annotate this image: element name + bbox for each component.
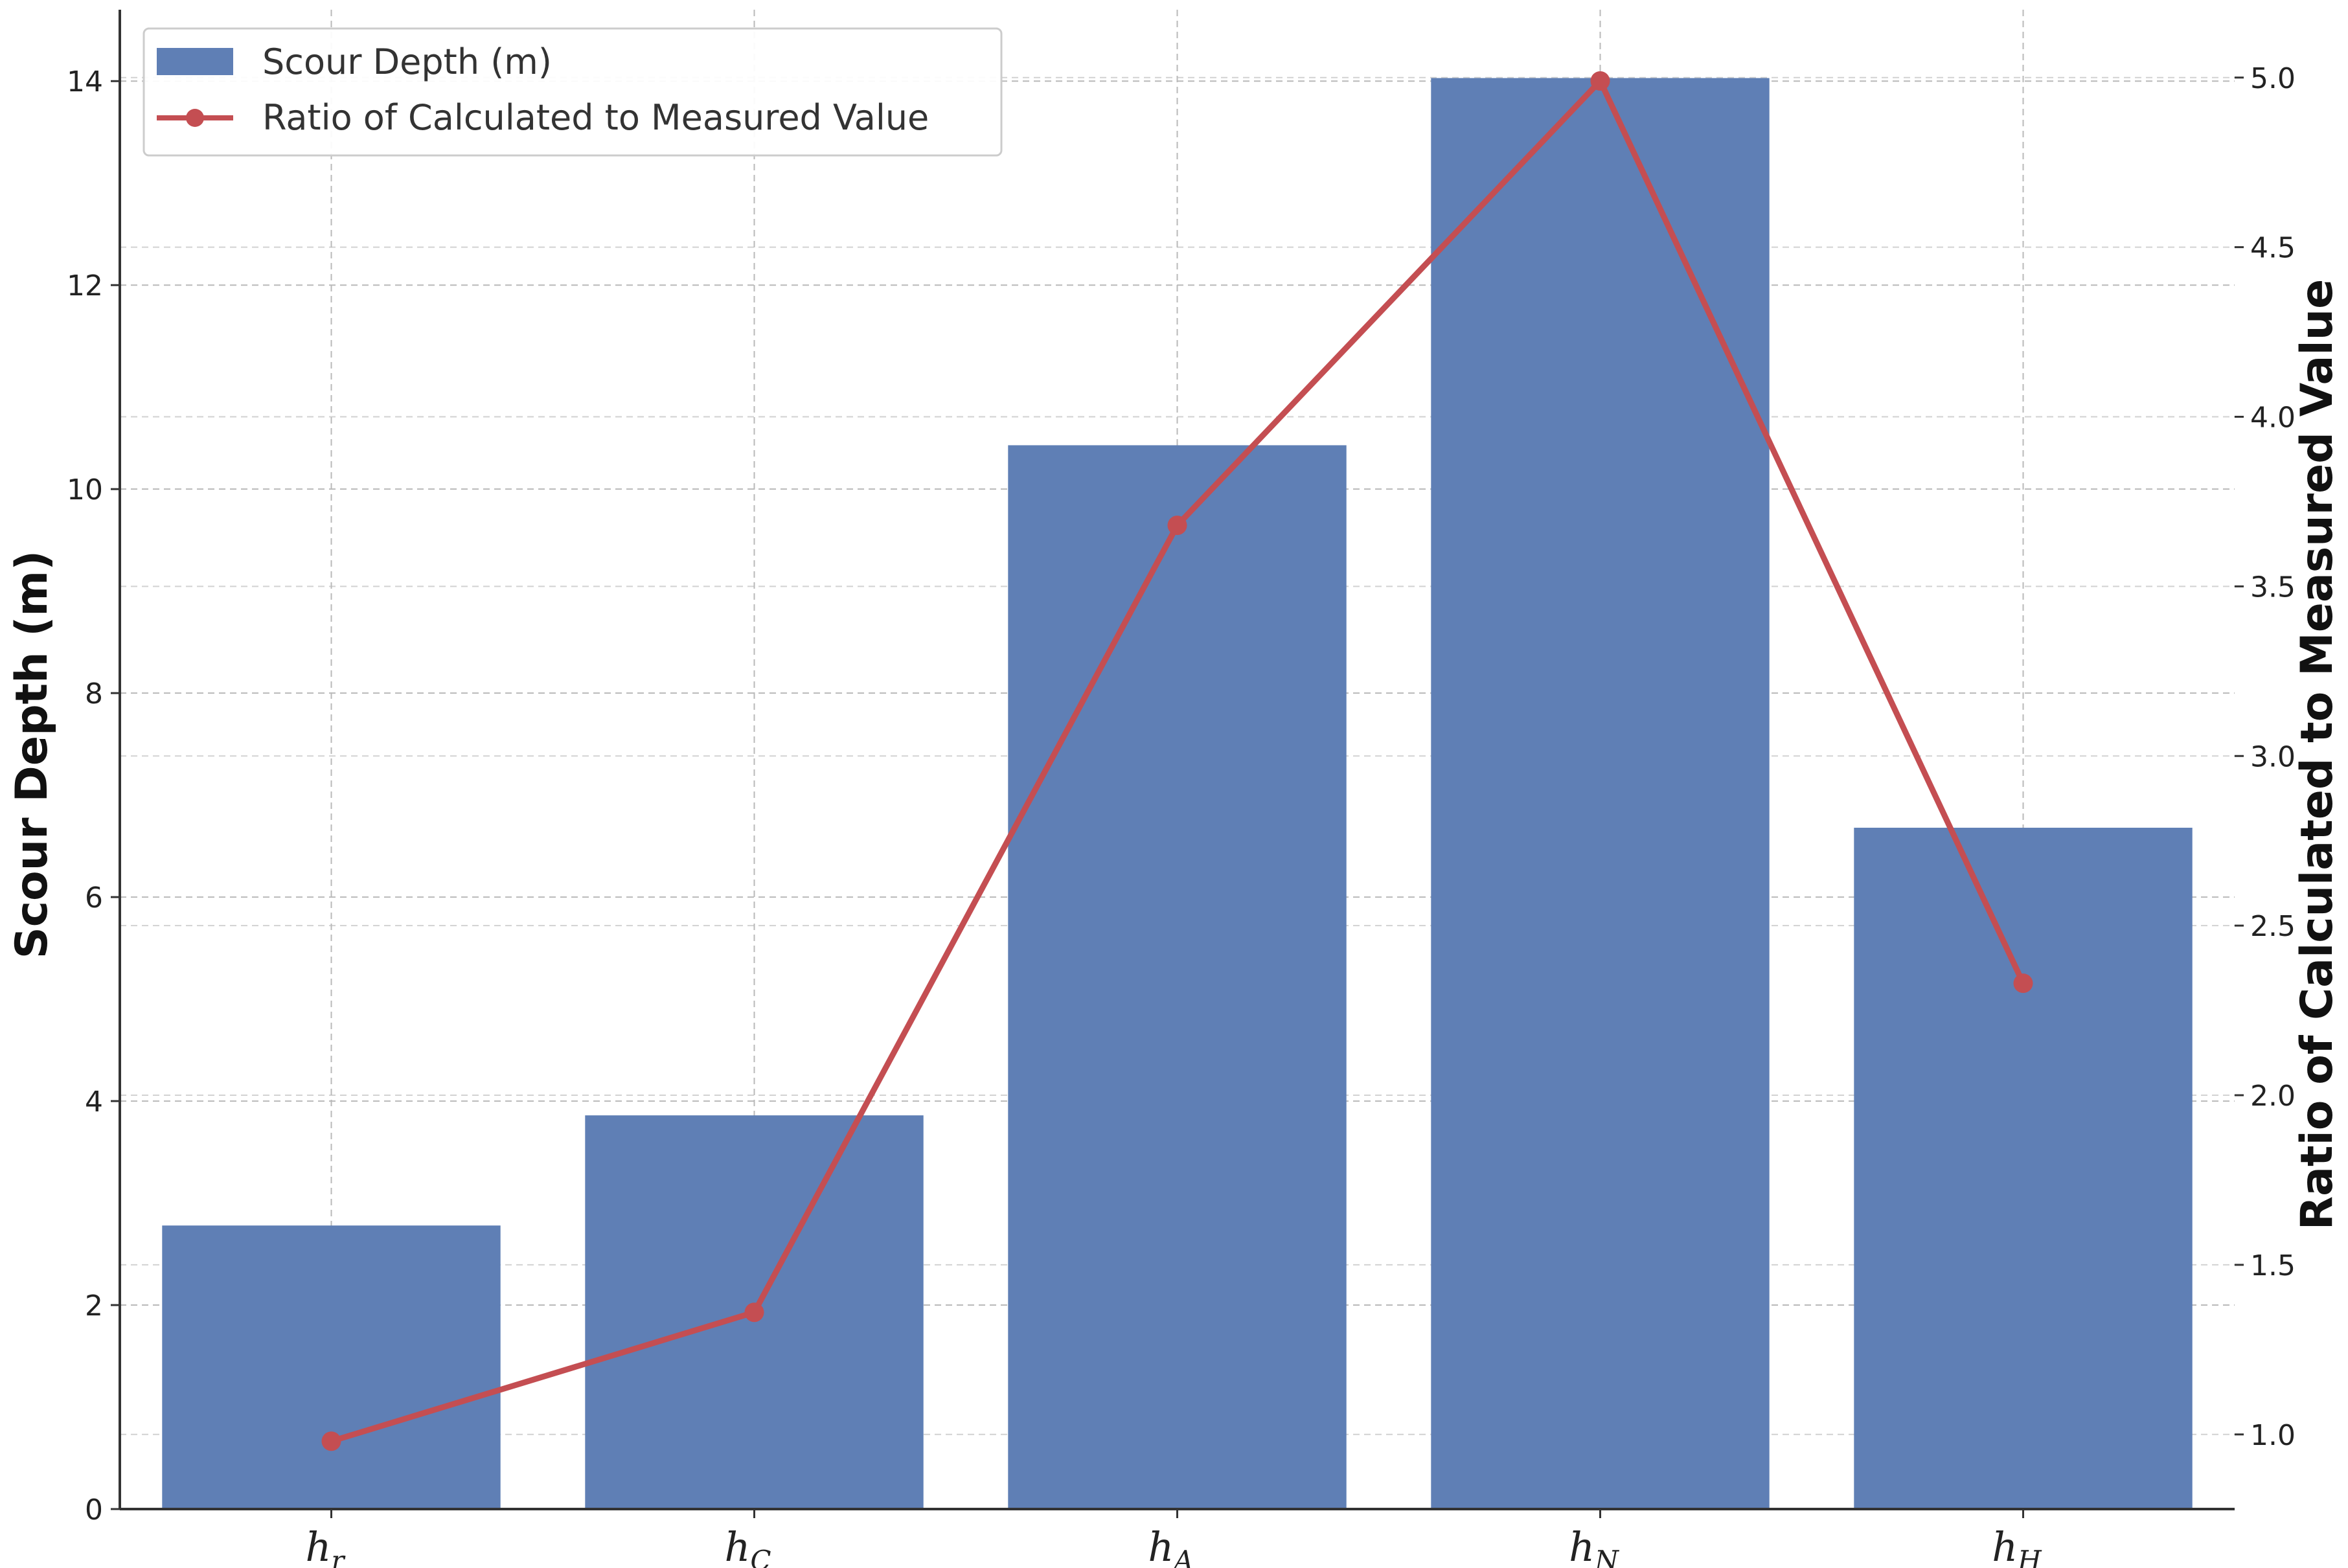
y2-tick-label-6: 4.0 bbox=[2250, 402, 2296, 435]
ratio-point-4 bbox=[2013, 973, 2033, 994]
bar-3 bbox=[1431, 78, 1770, 1509]
ratio-point-3 bbox=[1590, 71, 1610, 91]
x-tick-label-4: hH bbox=[1992, 1523, 2042, 1568]
ratio-point-1 bbox=[744, 1302, 764, 1323]
y-tick-label-4: 8 bbox=[85, 677, 103, 710]
tick-labels: 0 2 4 6 8 10 12 14 1.0 1.5 2.0 2.5 3.0 3.5 4.0 4.5 5.0 hr… bbox=[67, 62, 2296, 1568]
y-tick-label-7: 14 bbox=[67, 65, 103, 98]
y2-tick-label-2: 2.0 bbox=[2250, 1080, 2296, 1113]
bar-0 bbox=[162, 1225, 501, 1509]
x-tick-label-1: hC bbox=[724, 1523, 771, 1568]
bar-series bbox=[162, 78, 2193, 1509]
y2-tick-label-0: 1.0 bbox=[2250, 1419, 2296, 1452]
legend-line-label: Ratio of Calculated to Measured Value bbox=[262, 97, 929, 138]
y2-axis-label: Ratio of Calculated to Measured Value bbox=[2292, 279, 2343, 1231]
bar-2 bbox=[1008, 445, 1347, 1509]
legend: Scour Depth (m) Ratio of Calculated to M… bbox=[142, 27, 1003, 157]
x-tick-label-3: hN bbox=[1569, 1523, 1619, 1568]
y-axis-label: Scour Depth (m) bbox=[6, 551, 58, 959]
x-tick-label-2: hA bbox=[1148, 1523, 1193, 1568]
y2-tick-label-1: 1.5 bbox=[2250, 1249, 2296, 1282]
line-series bbox=[321, 71, 2033, 1451]
y2-tick-label-7: 4.5 bbox=[2250, 232, 2296, 265]
ratio-point-0 bbox=[321, 1431, 341, 1451]
y2-tick-label-8: 5.0 bbox=[2250, 62, 2296, 95]
legend-bar-label: Scour Depth (m) bbox=[262, 41, 552, 82]
ratio-point-2 bbox=[1167, 516, 1187, 536]
bar-4 bbox=[1854, 828, 2193, 1509]
y-tick-label-0: 0 bbox=[85, 1494, 103, 1527]
y2-tick-label-5: 3.5 bbox=[2250, 571, 2296, 604]
y2-tick-label-4: 3.0 bbox=[2250, 740, 2296, 773]
y-tick-label-5: 10 bbox=[67, 473, 103, 506]
y-tick-label-6: 12 bbox=[67, 269, 103, 302]
y-tick-label-2: 4 bbox=[85, 1085, 103, 1119]
y-tick-label-1: 2 bbox=[85, 1290, 103, 1323]
legend-frame bbox=[142, 27, 1003, 157]
y2-tick-label-3: 2.5 bbox=[2250, 910, 2296, 943]
legend-line-marker bbox=[186, 109, 204, 127]
legend-bar-swatch bbox=[157, 48, 233, 75]
y-tick-label-3: 6 bbox=[85, 881, 103, 915]
x-tick-label-0: hr bbox=[305, 1523, 346, 1568]
